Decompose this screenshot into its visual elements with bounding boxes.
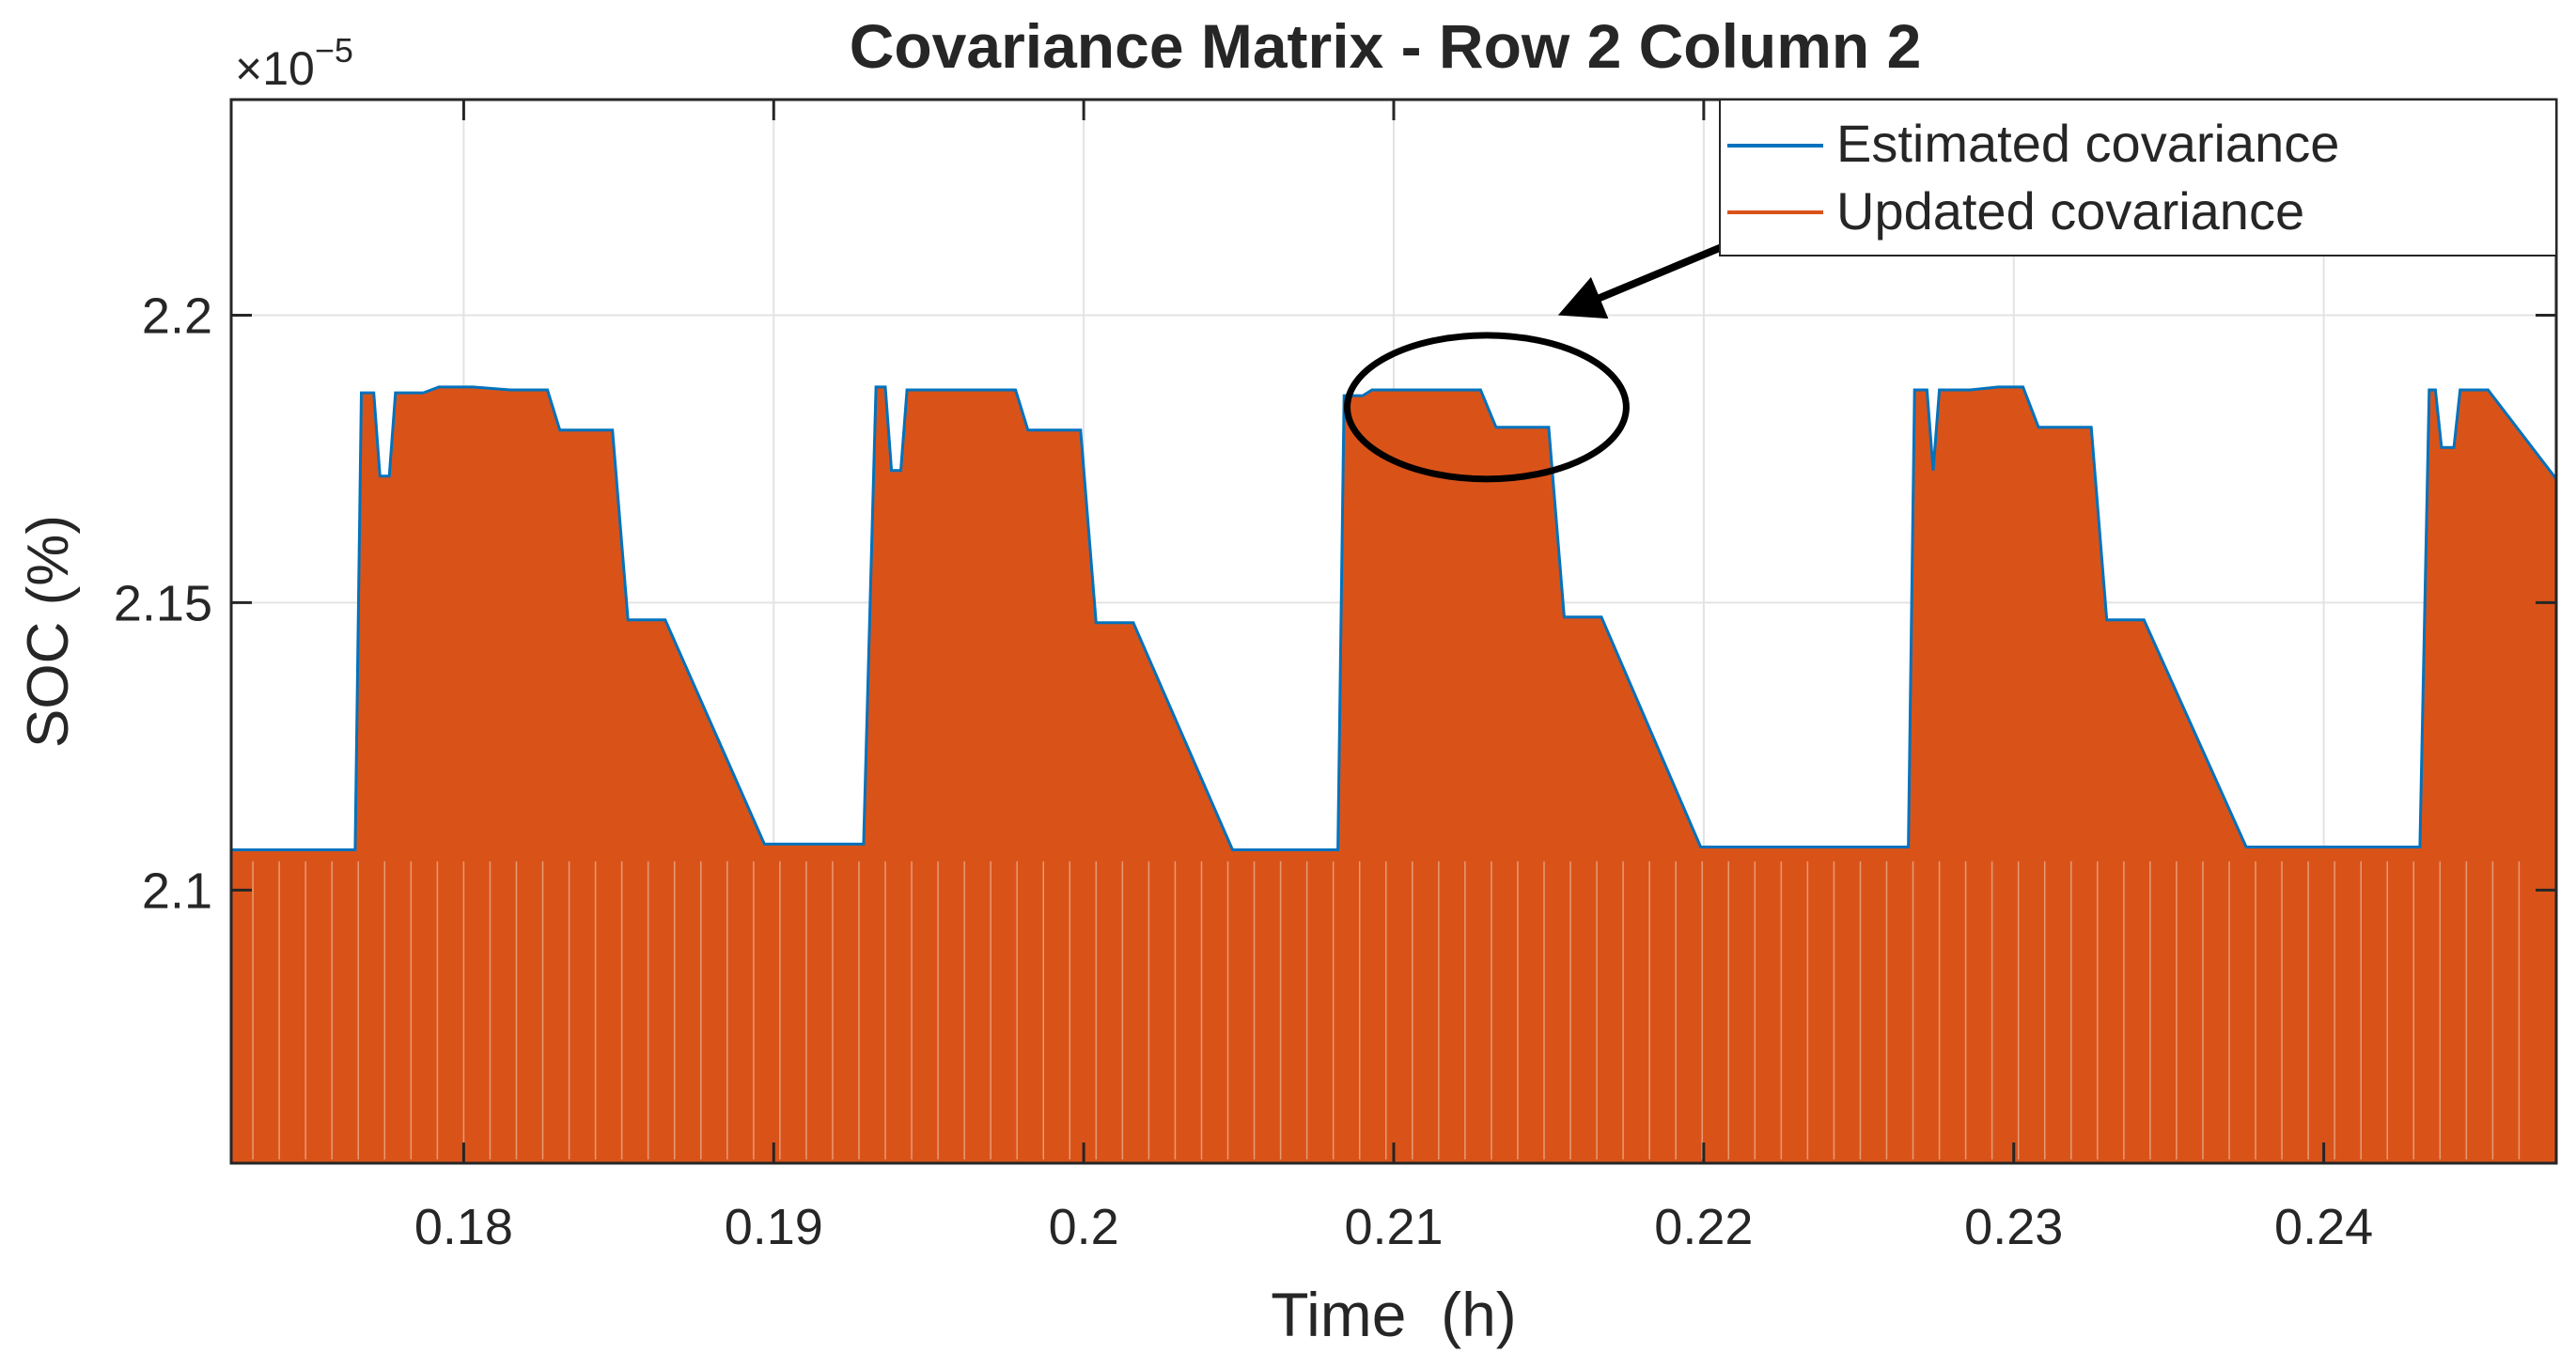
x-tick-label: 0.2 [1049, 1199, 1119, 1255]
callout-arrow-head [1557, 276, 1609, 319]
chart-title: Covariance Matrix - Row 2 Column 2 [850, 11, 1922, 81]
exponent-power: −5 [315, 31, 353, 70]
exponent-base: ×10 [235, 42, 315, 95]
legend-box [1719, 99, 2557, 256]
highlight-ellipse [1344, 332, 1630, 483]
estimated-covariance-line [231, 385, 2558, 851]
x-tick-label: 0.23 [1964, 1199, 2063, 1255]
legend-label-estimated: Estimated covariance [1836, 114, 2339, 173]
y-tick-label: 2.1 [142, 863, 212, 919]
y-axis-label: SOC (%) [16, 515, 81, 748]
series-layer [230, 385, 2558, 1164]
x-tick-label: 0.18 [414, 1199, 513, 1255]
y-tick-label: 2.2 [142, 288, 212, 344]
x-axis-label: Time (h) [1271, 1280, 1517, 1349]
x-tick-label: 0.21 [1344, 1199, 1443, 1255]
legend-label-updated: Updated covariance [1836, 181, 2304, 241]
x-tick-label: 0.19 [725, 1199, 823, 1255]
y-tick-label: 2.15 [114, 575, 212, 631]
x-tick-label: 0.22 [1654, 1199, 1753, 1255]
legend: Estimated covariance Updated covariance [1719, 99, 2557, 256]
y-tick-labels: 2.1 2.15 2.2 [114, 288, 212, 919]
x-tick-label: 0.24 [2274, 1199, 2373, 1255]
x-tick-labels: 0.18 0.19 0.2 0.21 0.22 0.23 0.24 [414, 1199, 2373, 1255]
exponent-multiplier: ×10−5 [235, 31, 353, 95]
